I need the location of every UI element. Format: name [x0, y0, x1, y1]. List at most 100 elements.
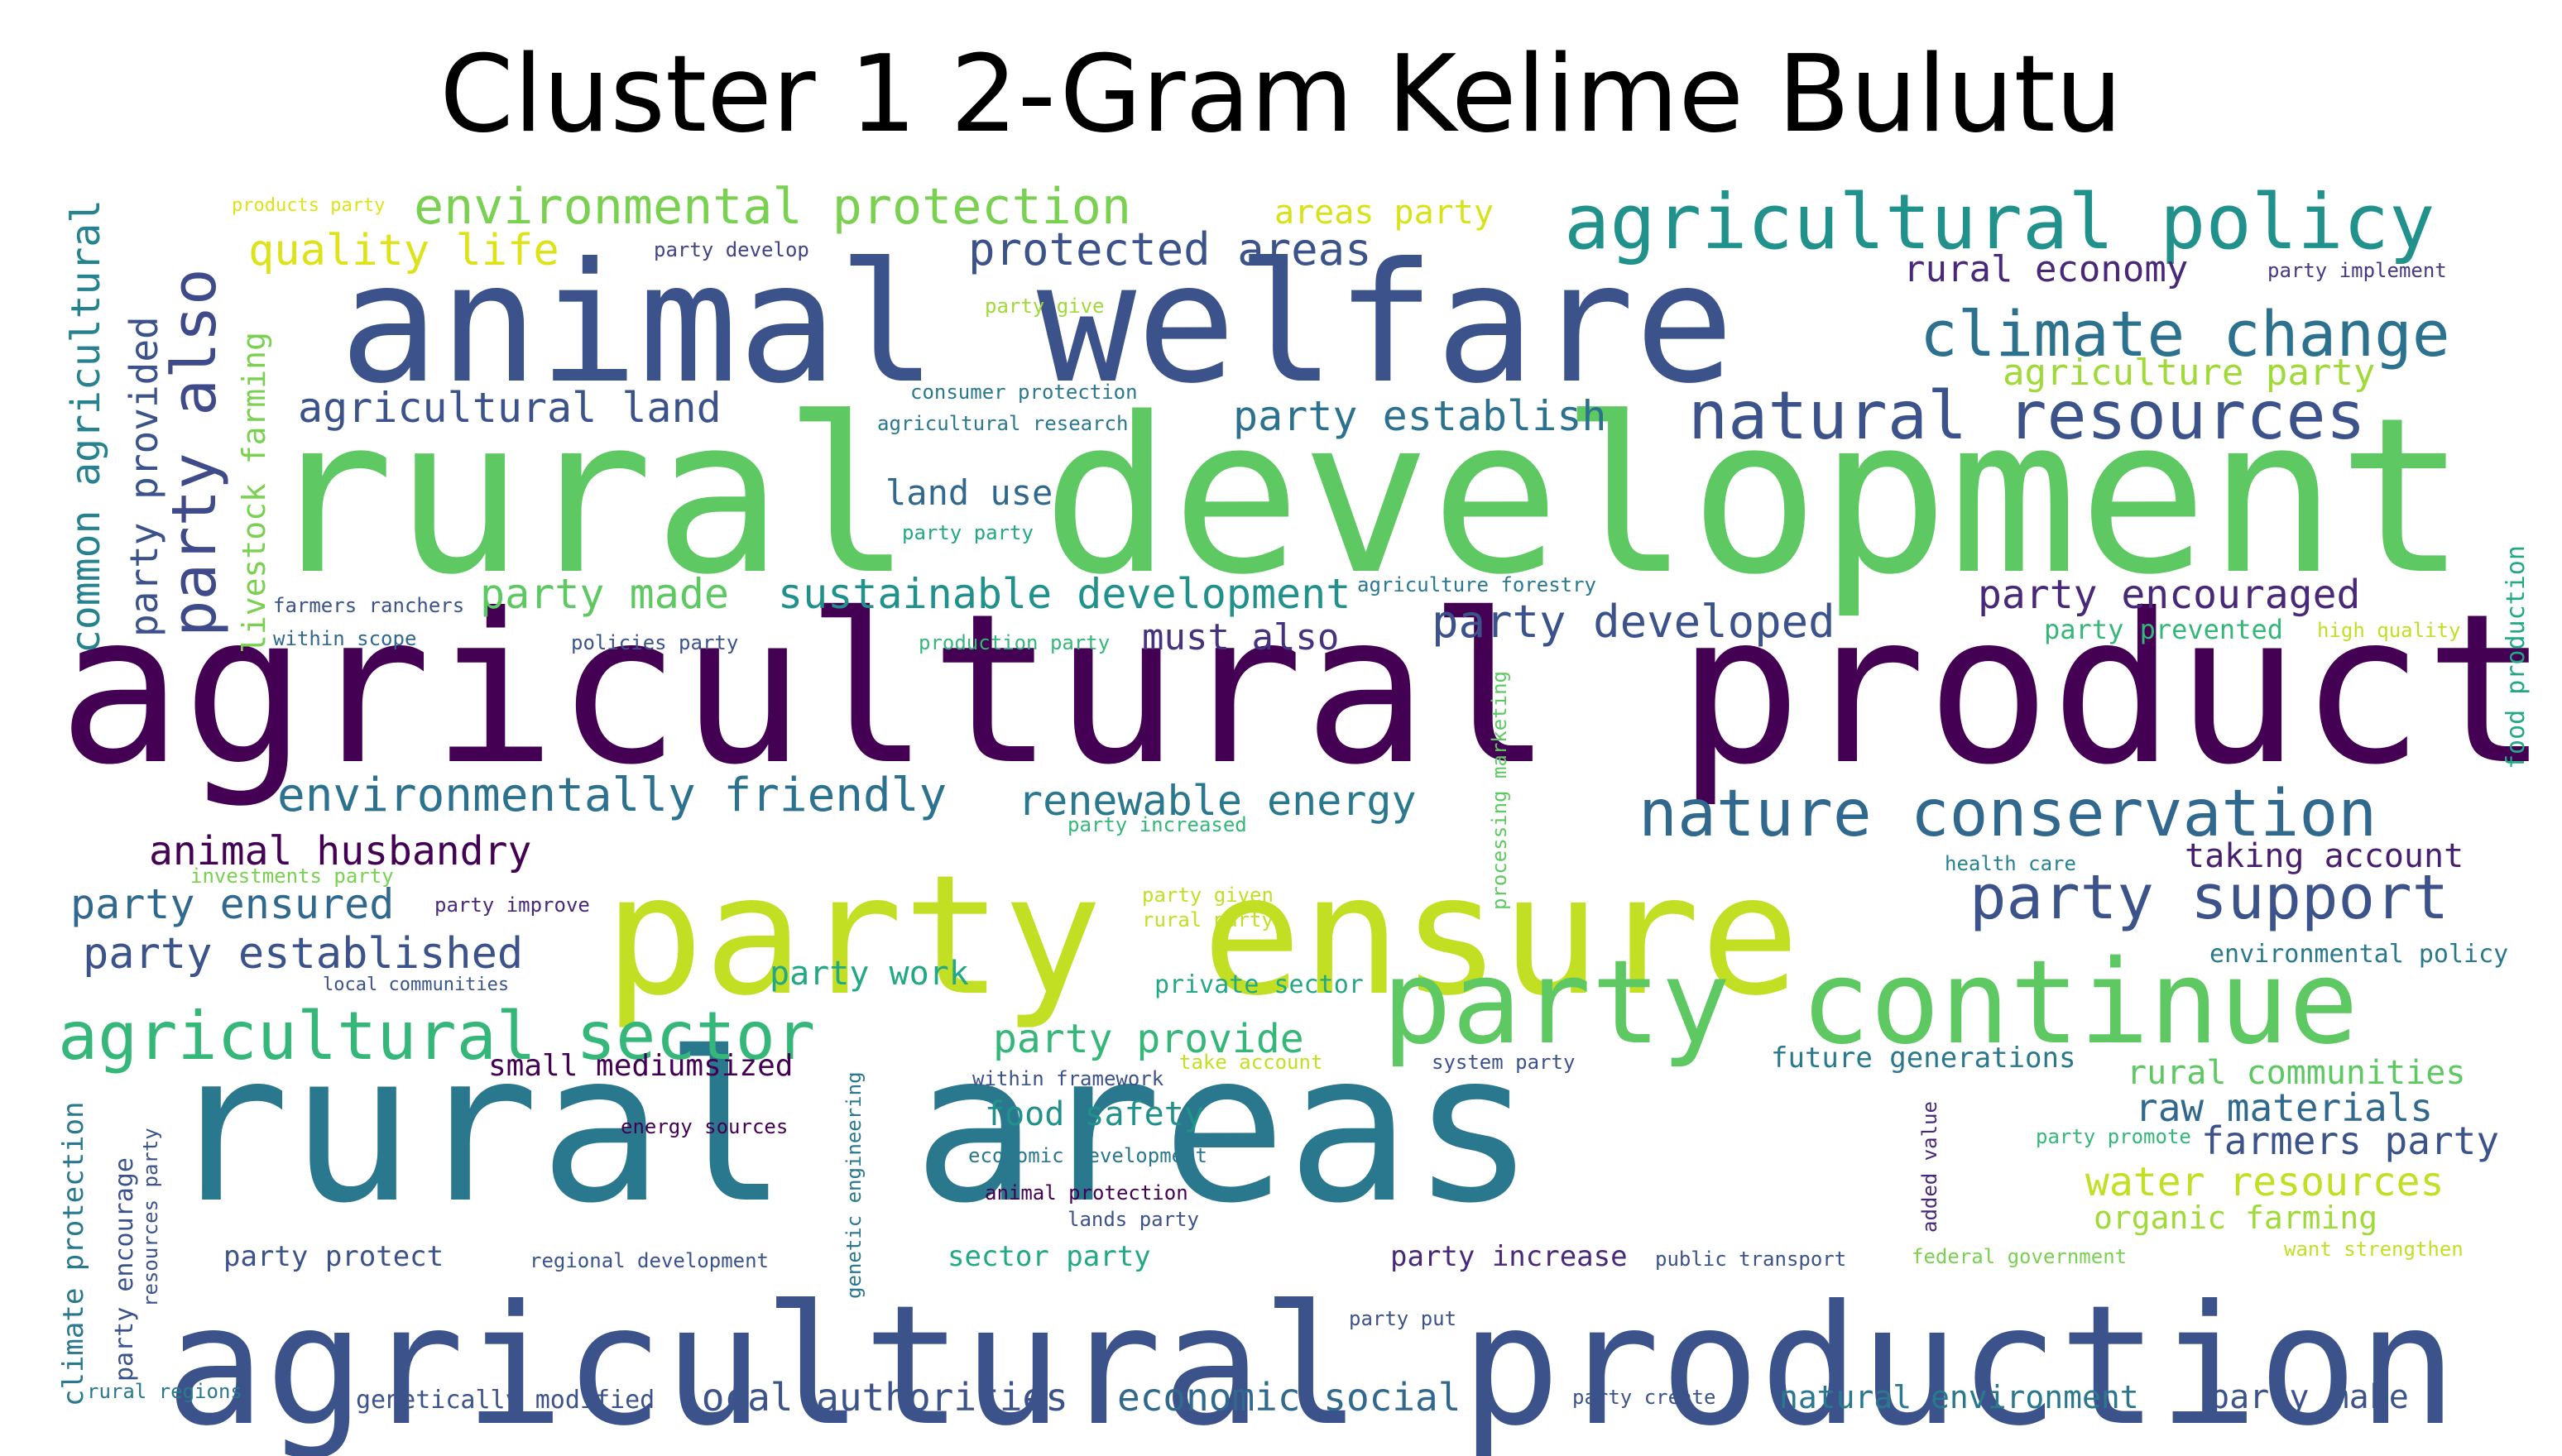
word-quality-life: quality life: [248, 226, 559, 275]
word-common-agricultural: common agricultural: [63, 199, 109, 654]
word-within-framework: within framework: [972, 1067, 1164, 1090]
word-animal-husbandry: animal husbandry: [149, 828, 531, 874]
word-party-established: party established: [83, 929, 523, 979]
word-want-strengthen: want strengthen: [2284, 1238, 2464, 1261]
word-animal-protection: animal protection: [985, 1181, 1188, 1205]
word-party-implement: party implement: [2267, 259, 2447, 282]
word-within-scope: within scope: [273, 627, 416, 650]
word-sector-party: sector party: [948, 1240, 1151, 1273]
word-agricultural-research: agricultural research: [877, 412, 1128, 435]
word-organic-farming: organic farming: [2094, 1200, 2377, 1236]
word-party-put: party put: [1349, 1307, 1456, 1330]
word-areas-party: areas party: [1274, 194, 1494, 232]
word-party-support: party support: [1969, 862, 2449, 933]
word-economic-social: economic social: [1117, 1375, 1461, 1420]
word-must-also: must also: [1142, 616, 1339, 659]
word-system-party: system party: [1432, 1051, 1575, 1074]
word-party-make: party make: [2209, 1378, 2409, 1416]
word-agricultural-policy: agricultural policy: [1564, 178, 2435, 266]
chart-title: Cluster 1 2-Gram Kelime Bulutu: [439, 33, 2123, 156]
word-agricultural-products: agricultural products: [58, 569, 2562, 810]
word-animal-welfare: animal welfare: [339, 228, 1734, 420]
word-farmers-party: farmers party: [2201, 1118, 2499, 1163]
word-climate-protection: climate protection: [57, 1102, 90, 1406]
word-energy-sources: energy sources: [621, 1115, 788, 1138]
word-production-party: production party: [919, 631, 1110, 654]
word-investments-party: investments party: [190, 864, 394, 888]
word-protected-areas: protected areas: [968, 223, 1372, 275]
word-party-encourage: party encourage: [110, 1157, 139, 1382]
word-party-continue: party continue: [1382, 936, 2358, 1070]
word-added-value: added value: [1918, 1101, 1941, 1233]
word-rural-party: rural party: [1142, 908, 1274, 932]
word-agriculture-party: agriculture party: [2003, 352, 2375, 394]
word-party-establish: party establish: [1233, 392, 1607, 440]
word-party-given: party given: [1142, 884, 1274, 907]
word-products-party: products party: [232, 195, 385, 216]
word-party-provided: party provided: [122, 316, 166, 637]
word-environmental-policy: environmental policy: [2209, 940, 2508, 969]
word-health-care: health care: [1945, 852, 2076, 875]
word-party-encouraged: party encouraged: [1978, 572, 2360, 618]
word-party-ensured: party ensured: [70, 880, 394, 928]
word-local-communities: local communities: [323, 975, 509, 995]
word-agriculture-forestry: agriculture forestry: [1357, 573, 1596, 596]
word-agricultural-production: agricultural production: [166, 1270, 2457, 1456]
word-livestock-farming: livestock farming: [236, 332, 272, 654]
word-land-use: land use: [885, 472, 1053, 513]
word-party-increase: party increase: [1390, 1240, 1628, 1273]
word-regional-development: regional development: [530, 1249, 769, 1272]
word-taking-account: taking account: [2185, 837, 2464, 875]
word-party-develop: party develop: [654, 238, 809, 261]
word-high-quality: high quality: [2317, 619, 2460, 642]
word-climate-change: climate change: [1920, 297, 2450, 371]
word-federal-government: federal government: [1912, 1245, 2127, 1268]
word-party-create: party create: [1572, 1386, 1715, 1409]
word-renewable-energy: renewable energy: [1018, 777, 1417, 825]
word-future-generations: future generations: [1771, 1042, 2075, 1075]
word-lands-party: lands party: [1068, 1208, 1199, 1231]
word-party-made: party made: [480, 570, 729, 618]
word-rural-economy: rural economy: [1903, 248, 2188, 290]
word-genetically-modified: genetically modified: [356, 1386, 655, 1415]
word-party-developed: party developed: [1432, 596, 1835, 648]
word-party-increased: party increased: [1068, 813, 1247, 836]
word-water-resources: water resources: [2085, 1159, 2444, 1205]
word-food-safety: food safety: [985, 1095, 1204, 1133]
word-party-work: party work: [770, 955, 969, 993]
word-resources-party: resources party: [139, 1128, 162, 1307]
word-party-party: party party: [902, 521, 1034, 544]
word-party-promote: party promote: [2036, 1125, 2191, 1148]
word-consumer-protection: consumer protection: [910, 381, 1138, 404]
word-local-authorities: local authorities: [679, 1375, 1068, 1420]
word-rural-development: rural development: [265, 372, 2467, 622]
word-environmental-protection: environmental protection: [414, 178, 1131, 236]
word-rural-communities: rural communities: [2127, 1054, 2465, 1092]
word-party-protect: party protect: [223, 1240, 444, 1273]
word-sustainable-development: sustainable development: [778, 570, 1351, 618]
word-party-ensure: party ensure: [604, 840, 1800, 1032]
word-private-sector: private sector: [1154, 970, 1364, 999]
word-party-also: party also: [159, 268, 230, 637]
word-environmentally-friendly: environmentally friendly: [277, 769, 947, 822]
word-party-provide: party provide: [993, 1016, 1304, 1062]
word-party-prevented: party prevented: [2044, 614, 2283, 645]
word-processing-marketing: processing marketing: [1488, 671, 1511, 910]
word-party-give: party give: [985, 295, 1105, 318]
word-raw-materials: raw materials: [2135, 1085, 2433, 1130]
word-public-transport: public transport: [1655, 1248, 1846, 1271]
word-rural-areas: rural areas: [166, 1008, 1536, 1248]
word-party-improve: party improve: [434, 893, 590, 917]
word-natural-resources: natural resources: [1688, 377, 2366, 454]
word-natural-environment: natural environment: [1779, 1379, 2139, 1415]
word-farmers-ranchers: farmers ranchers: [273, 594, 464, 617]
word-take-account: take account: [1179, 1051, 1322, 1074]
word-policies-party: policies party: [571, 631, 738, 654]
word-small-mediumsized: small mediumsized: [488, 1049, 793, 1083]
word-agricultural-land: agricultural land: [298, 384, 722, 432]
word-agricultural-sector: agricultural sector: [58, 998, 815, 1075]
word-economic-development: economic development: [968, 1144, 1207, 1167]
word-food-production: food production: [2502, 545, 2531, 769]
word-rural-regions: rural regions: [87, 1380, 242, 1403]
word-genetic-engineering: genetic engineering: [842, 1071, 866, 1299]
